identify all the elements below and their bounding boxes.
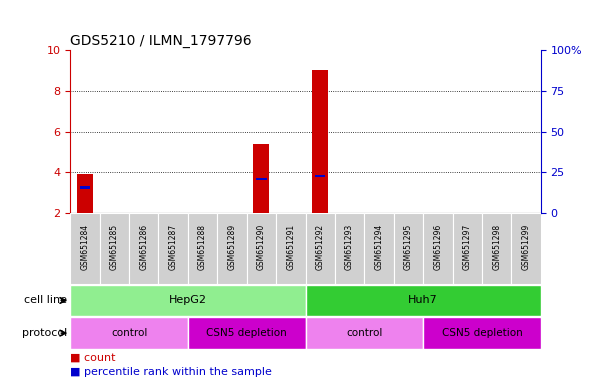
Bar — [70, 318, 188, 349]
Bar — [315, 175, 325, 177]
Text: Huh7: Huh7 — [408, 295, 438, 306]
Bar — [312, 70, 328, 213]
Bar — [393, 213, 423, 284]
Bar — [70, 213, 100, 284]
Bar — [70, 285, 306, 316]
Text: GSM651292: GSM651292 — [316, 224, 324, 270]
Text: GSM651290: GSM651290 — [257, 224, 266, 270]
Bar — [218, 213, 247, 284]
Bar — [188, 213, 218, 284]
Text: GSM651297: GSM651297 — [463, 224, 472, 270]
Bar — [276, 213, 306, 284]
Text: GSM651295: GSM651295 — [404, 224, 413, 270]
Bar — [423, 213, 453, 284]
Bar — [188, 318, 306, 349]
Bar — [364, 213, 393, 284]
Bar — [129, 213, 158, 284]
Text: GSM651289: GSM651289 — [227, 224, 236, 270]
Text: GSM651291: GSM651291 — [287, 224, 295, 270]
Bar — [306, 318, 423, 349]
Bar — [158, 213, 188, 284]
Text: ■ percentile rank within the sample: ■ percentile rank within the sample — [70, 367, 272, 377]
Bar — [511, 213, 541, 284]
Text: ■ count: ■ count — [70, 353, 115, 363]
Bar — [306, 213, 335, 284]
Text: GSM651296: GSM651296 — [433, 224, 442, 270]
Text: CSN5 depletion: CSN5 depletion — [207, 328, 287, 338]
Text: GSM651288: GSM651288 — [198, 224, 207, 270]
Text: GSM651293: GSM651293 — [345, 224, 354, 270]
Text: GSM651294: GSM651294 — [375, 224, 384, 270]
Bar — [453, 213, 482, 284]
Bar — [247, 213, 276, 284]
Text: GSM651287: GSM651287 — [169, 224, 178, 270]
Text: cell line: cell line — [24, 295, 67, 306]
Bar — [100, 213, 129, 284]
Text: CSN5 depletion: CSN5 depletion — [442, 328, 522, 338]
Bar — [254, 144, 269, 213]
Bar — [256, 178, 266, 180]
Text: HepG2: HepG2 — [169, 295, 207, 306]
Bar — [77, 174, 93, 213]
Text: GSM651299: GSM651299 — [522, 224, 530, 270]
Text: GSM651285: GSM651285 — [110, 224, 119, 270]
Text: GSM651286: GSM651286 — [139, 224, 148, 270]
Text: GSM651298: GSM651298 — [492, 224, 501, 270]
Bar — [306, 285, 541, 316]
Bar — [80, 186, 90, 189]
Bar — [335, 213, 364, 284]
Bar — [423, 318, 541, 349]
Text: control: control — [111, 328, 147, 338]
Text: protocol: protocol — [22, 328, 67, 338]
Text: GSM651284: GSM651284 — [81, 224, 89, 270]
Text: GDS5210 / ILMN_1797796: GDS5210 / ILMN_1797796 — [70, 33, 252, 48]
Text: control: control — [346, 328, 382, 338]
Bar — [482, 213, 511, 284]
